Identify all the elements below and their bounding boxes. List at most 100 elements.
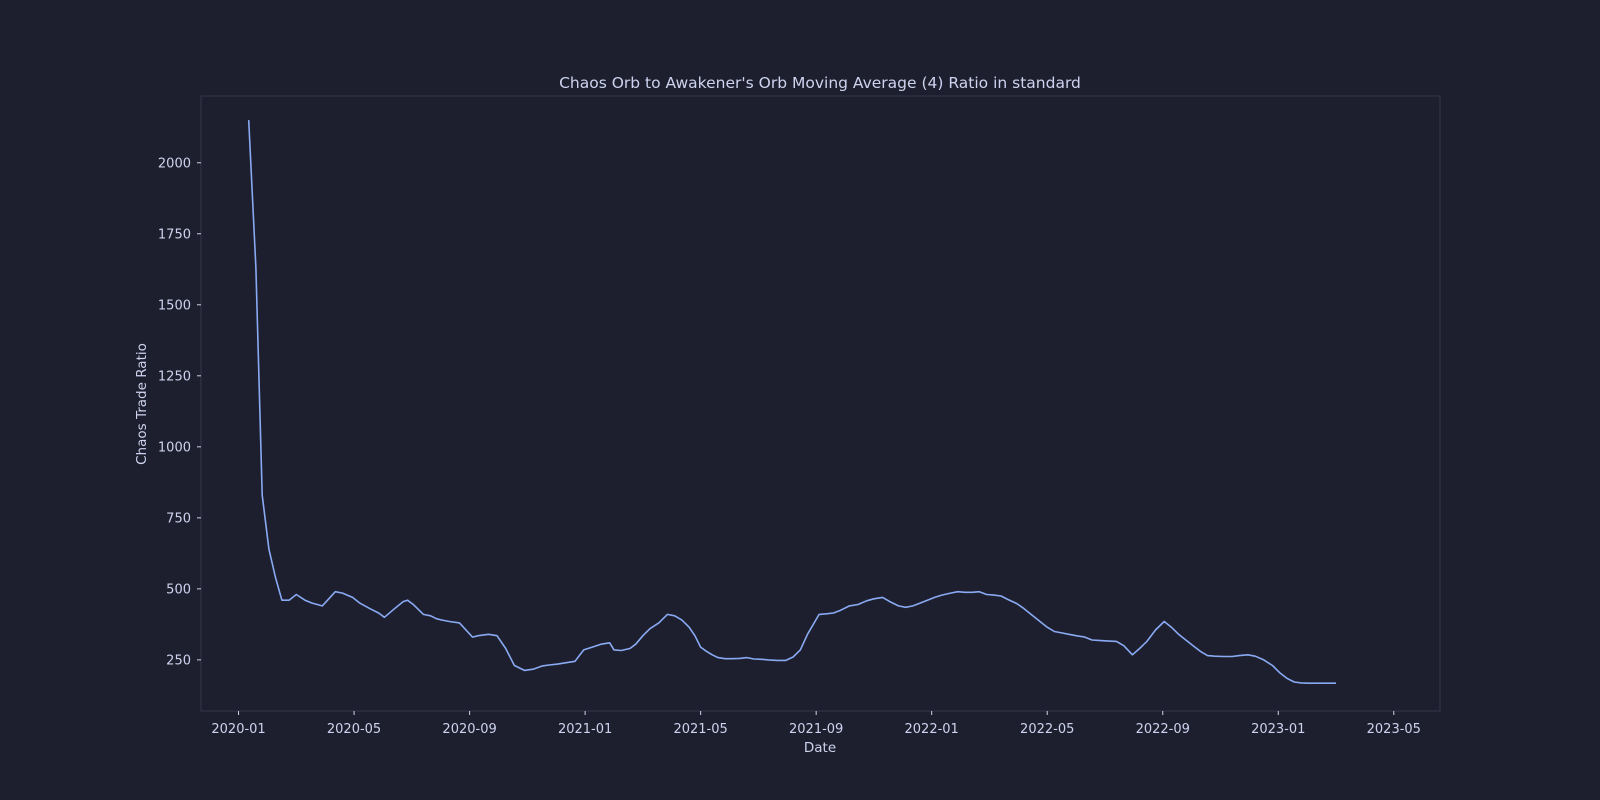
data-point [422,613,424,615]
data-point [681,619,683,621]
x-tick-label: 2023-01 [1251,722,1305,737]
data-point [792,656,794,658]
y-tick-label: 500 [166,582,191,597]
data-point [753,658,755,660]
data-point [458,622,460,624]
data-point [949,592,951,594]
data-point [1238,655,1240,657]
data-point [1163,620,1165,622]
data-point [620,649,622,651]
data-point [934,596,936,598]
data-point [487,633,489,635]
data-point [1293,681,1295,683]
data-point [1192,645,1194,647]
data-point [532,668,534,670]
x-tick-label: 2022-01 [905,722,959,737]
data-point [739,657,741,659]
chart-title: Chaos Orb to Awakener's Orb Moving Avera… [559,74,1081,92]
y-tick-label: 1000 [158,440,191,455]
data-point [406,599,408,601]
data-point [548,664,550,666]
x-tick-label: 2022-05 [1020,722,1074,737]
data-point [1154,629,1156,631]
data-point [978,591,980,593]
data-point [873,598,875,600]
data-point [393,608,395,610]
data-point [565,662,567,664]
data-point [760,658,762,660]
data-point [785,659,787,661]
data-point [957,591,959,593]
data-point [541,665,543,667]
data-point [557,663,559,665]
data-point [717,657,719,659]
data-point [609,642,611,644]
data-point [1185,639,1187,641]
series-line [247,120,1336,685]
data-point [1178,633,1180,635]
data-point [1300,682,1302,684]
data-point [919,602,921,604]
data-point [635,643,637,645]
data-point [642,635,644,637]
data-point [1315,682,1317,684]
data-point [1199,650,1201,652]
data-point [832,612,834,614]
data-point [412,603,414,605]
data-point [700,646,702,648]
data-point [1286,677,1288,679]
data-point [1328,682,1330,684]
data-point [1115,640,1117,642]
data-point [897,605,899,607]
data-point [776,659,778,661]
data-point [1023,608,1025,610]
data-point [1139,647,1141,649]
x-tick-label: 2021-01 [558,722,612,737]
data-point [1335,682,1337,684]
data-point [889,601,891,603]
data-point [1247,654,1249,656]
data-point [248,119,250,121]
data-point [1321,682,1323,684]
data-point [866,600,868,602]
data-point [1091,639,1093,641]
data-point [993,594,995,596]
data-point [288,599,290,601]
data-point [1263,659,1265,661]
data-point [964,591,966,593]
data-point [402,601,404,603]
data-point [799,649,801,651]
data-point [926,599,928,601]
data-point [505,647,507,649]
data-point [1053,630,1055,632]
data-point [352,596,354,598]
data-point [818,613,820,615]
x-axis: 2020-01 2020-05 2020-09 2021-01 2021-05 2021-… [211,711,1421,737]
data-point [941,594,943,596]
data-point [629,647,631,649]
data-point [378,612,380,614]
data-point [477,635,479,637]
data-point [574,660,576,662]
data-point [1068,633,1070,635]
data-point [448,620,450,622]
data-point [496,635,498,637]
data-point [1131,654,1133,656]
y-axis: 250 500 750 1000 1250 1500 1750 2000 [158,156,201,668]
data-point [731,658,733,660]
series-group [247,119,1337,685]
data-point [441,619,443,621]
x-axis-label: Date [804,740,836,756]
data-point [1214,655,1216,657]
data-point [383,616,385,618]
data-point [1046,626,1048,628]
data-point [688,626,690,628]
data-point [1279,672,1281,674]
data-point [417,608,419,610]
data-point [674,615,676,617]
data-point [1108,640,1110,642]
data-point [613,649,615,651]
data-point [261,494,263,496]
data-point [694,635,696,637]
